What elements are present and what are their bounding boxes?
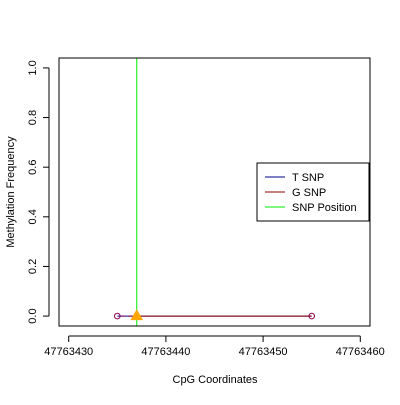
legend-label: T SNP [292, 172, 324, 184]
x-tick-label: 47763430 [44, 346, 93, 358]
snp-marker-triangle [130, 309, 144, 321]
x-tick-label: 47763450 [239, 346, 288, 358]
axes-layer: 47763430 47763440 47763450 47763460 0.0 0.2 0.… [27, 57, 385, 358]
data-point [114, 312, 121, 320]
y-tick-label: 0.2 [27, 259, 39, 274]
data-point [308, 312, 315, 320]
x-tick-label: 47763440 [141, 346, 190, 358]
legend: T SNP G SNP SNP Position [256, 162, 370, 222]
y-tick-label: 0.6 [27, 160, 39, 175]
y-tick-label: 0.8 [27, 110, 39, 125]
y-axis-title: Methylation Frequency [5, 136, 17, 248]
y-tick-label: 0.0 [27, 308, 39, 323]
x-tick-label: 47763460 [336, 346, 385, 358]
plot-frame [58, 57, 371, 327]
x-axis-title: CpG Coordinates [173, 374, 258, 386]
legend-label: G SNP [292, 187, 326, 199]
plot-layer [114, 58, 315, 326]
y-tick-label: 0.4 [27, 209, 39, 224]
legend-label: SNP Position [292, 202, 357, 214]
y-tick-label: 1.0 [27, 60, 39, 75]
